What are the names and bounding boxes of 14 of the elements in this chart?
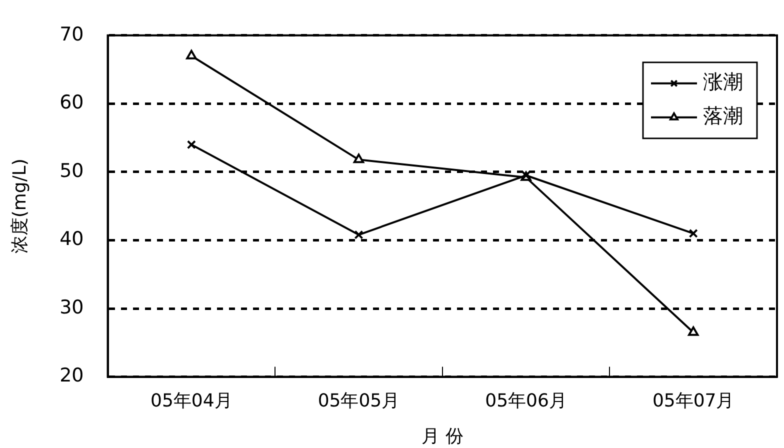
legend-label: 落潮 [703, 104, 743, 128]
y-tick-label: 70 [60, 23, 84, 46]
y-tick-label: 30 [60, 296, 84, 318]
y-tick-label: 40 [60, 228, 84, 250]
x-axis-title: 月 份 [422, 426, 464, 447]
y-tick-label: 60 [60, 92, 84, 114]
legend-label: 涨潮 [703, 70, 743, 94]
x-tick-label: 05年07月 [652, 390, 734, 412]
x-tick-label: 05年05月 [318, 390, 400, 412]
y-tick-label: 50 [60, 160, 84, 182]
x-tick-label: 05年06月 [485, 390, 567, 412]
y-axis-title: 浓度(mg/L) [9, 158, 30, 254]
y-tick-label: 20 [60, 364, 84, 387]
x-tick-label: 05年04月 [150, 390, 232, 412]
